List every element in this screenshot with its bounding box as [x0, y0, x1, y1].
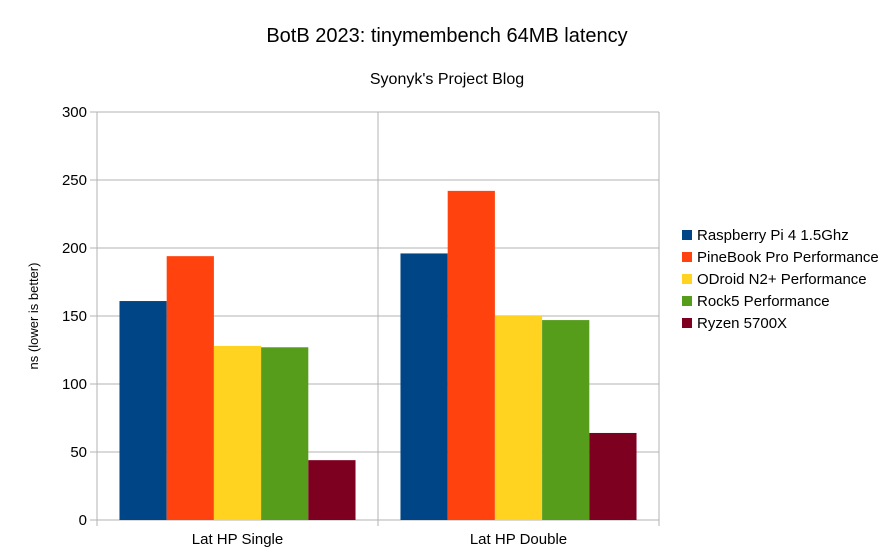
y-axis-label: ns (lower is better) [26, 263, 41, 370]
bar [589, 432, 637, 520]
legend-swatch [682, 296, 692, 306]
legend-label: Ryzen 5700X [697, 315, 787, 332]
y-tick-label: 200 [62, 240, 87, 257]
chart-subtitle: Syonyk's Project Blog [370, 71, 524, 88]
y-tick-label: 150 [62, 308, 87, 325]
y-tick-label: 300 [62, 104, 87, 121]
bar [261, 347, 309, 520]
legend-swatch [682, 230, 692, 240]
chart-title: BotB 2023: tinymembench 64MB latency [266, 25, 627, 47]
y-tick-label: 0 [79, 512, 87, 529]
bars [119, 190, 637, 520]
bar [400, 253, 448, 520]
bar [542, 320, 590, 520]
legend-swatch [682, 318, 692, 328]
legend-label: ODroid N2+ Performance [697, 271, 867, 288]
x-tick-label: Lat HP Single [192, 531, 283, 548]
x-tick-label: Lat HP Double [470, 531, 567, 548]
bar [166, 256, 214, 520]
y-tick-label: 250 [62, 172, 87, 189]
bar [119, 301, 167, 520]
legend-swatch [682, 252, 692, 262]
bar [308, 460, 356, 520]
y-tick-label: 50 [70, 444, 87, 461]
axes: 0 50 100 150 200 250 300 Lat HP Single Lat HP Do… [62, 104, 567, 548]
legend-label: Raspberry Pi 4 1.5Ghz [697, 227, 849, 244]
bar [494, 316, 543, 520]
legend: Raspberry Pi 4 1.5Ghz PineBook Pro Perfor… [682, 227, 879, 332]
y-tick-label: 100 [62, 376, 87, 393]
bar [447, 190, 495, 520]
legend-swatch [682, 274, 692, 284]
legend-label: PineBook Pro Performance [697, 249, 879, 266]
bar [213, 345, 262, 520]
legend-label: Rock5 Performance [697, 293, 830, 310]
